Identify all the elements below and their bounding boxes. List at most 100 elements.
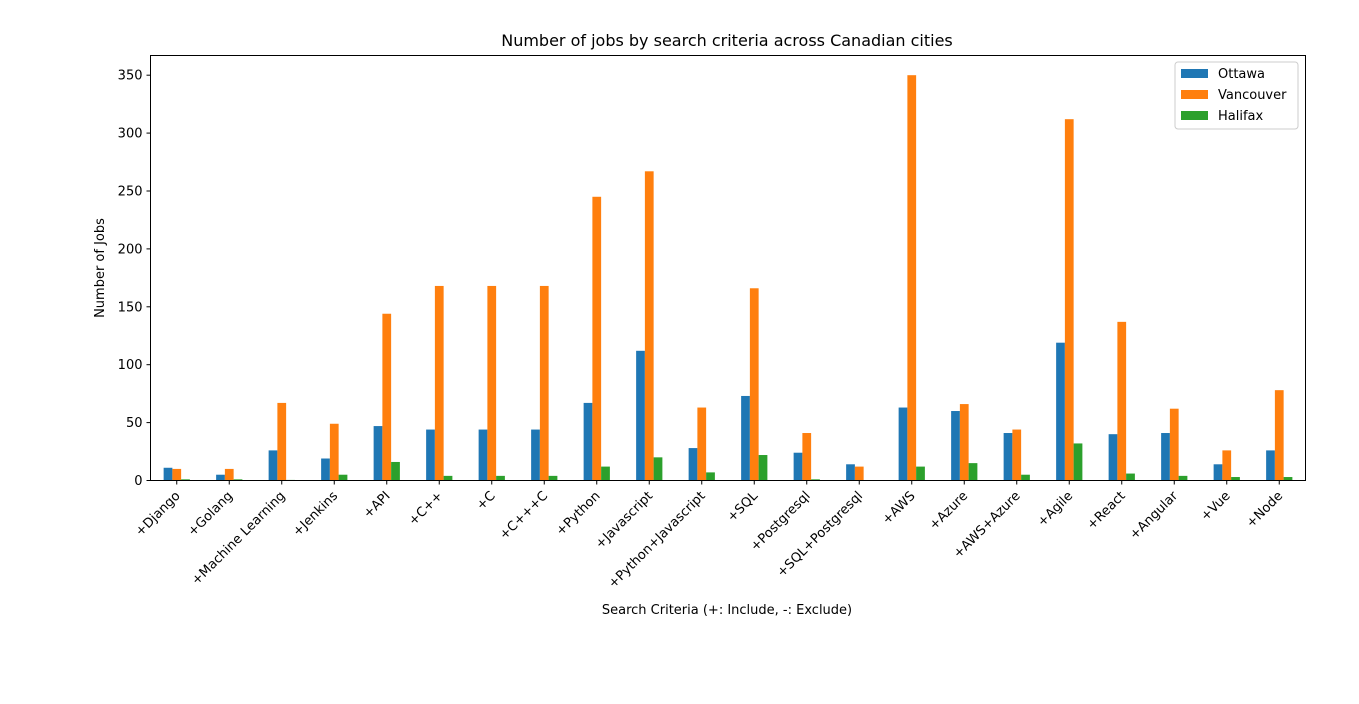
x-tick-label: +C++: [406, 489, 446, 529]
y-tick-label: 200: [118, 242, 143, 257]
x-tick-label: +Python+Javascript: [606, 489, 709, 592]
bar-vancouver-2: [277, 402, 287, 481]
legend-label-vancouver: Vancouver: [1218, 88, 1287, 103]
bar-vancouver-6: [487, 285, 497, 481]
x-tick-label: +C+++C: [497, 489, 551, 543]
bar-halifax-5: [443, 475, 453, 481]
bar-ottawa-16: [1003, 433, 1013, 481]
x-tick-label: +Django: [133, 489, 184, 540]
bar-ottawa-18: [1108, 434, 1118, 481]
x-tick-label: +Node: [1244, 489, 1286, 531]
legend: Ottawa Vancouver Halifax: [1174, 61, 1299, 130]
bar-vancouver-10: [697, 407, 707, 481]
plot-frame: [150, 55, 1306, 481]
bar-vancouver-21: [1274, 390, 1284, 481]
bar-ottawa-14: [898, 407, 908, 481]
bar-ottawa-4: [373, 426, 383, 481]
bar-ottawa-15: [951, 411, 960, 481]
bar-ottawa-11: [741, 395, 750, 481]
x-tick-label: +SQL: [725, 488, 762, 525]
y-tick-label: 350: [118, 69, 143, 84]
bar-ottawa-3: [321, 458, 330, 481]
bar-ottawa-1: [216, 474, 225, 481]
bar-halifax-19: [1178, 475, 1188, 481]
x-tick-label: +Python: [553, 489, 603, 539]
y-tick-label: 250: [118, 184, 143, 199]
y-axis-label: Number of Jobs: [93, 218, 108, 318]
bar-vancouver-17: [1064, 119, 1074, 481]
bar-vancouver-4: [382, 313, 392, 481]
bar-ottawa-8: [583, 402, 593, 481]
x-axis-ticks: +Django +Golang+Machine Learning +Jenkins +…: [133, 480, 1286, 592]
bar-ottawa-19: [1161, 433, 1170, 481]
x-tick-label: +Vue: [1198, 489, 1233, 524]
bar-vancouver-0: [172, 468, 182, 481]
bar-vancouver-15: [959, 404, 969, 481]
bar-vancouver-19: [1169, 408, 1179, 481]
x-tick-label: +Agile: [1035, 489, 1076, 530]
bar-halifax-8: [601, 466, 610, 481]
bar-halifax-20: [1231, 477, 1240, 481]
x-tick-label: +C: [474, 489, 499, 514]
bar-ottawa-10: [688, 448, 698, 481]
y-tick-label: 300: [118, 127, 143, 142]
bar-vancouver-16: [1012, 429, 1022, 481]
y-tick-label: 50: [126, 416, 143, 431]
bar-ottawa-20: [1213, 464, 1223, 481]
bar-halifax-17: [1073, 443, 1083, 481]
bar-ottawa-17: [1056, 342, 1065, 481]
y-tick-label: 0: [134, 474, 142, 489]
bar-halifax-21: [1283, 477, 1293, 481]
bar-ottawa-6: [478, 429, 488, 481]
x-tick-label: +Jenkins: [290, 489, 341, 540]
bar-vancouver-9: [644, 171, 654, 481]
bar-halifax-9: [653, 457, 663, 481]
bar-ottawa-5: [426, 429, 435, 481]
bar-halifax-7: [548, 475, 558, 481]
y-axis-ticks: 0 50 100 150 200 250 300 350: [118, 69, 151, 489]
x-tick-label: +AWS: [880, 489, 919, 528]
legend-label-halifax: Halifax: [1218, 109, 1264, 124]
bar-vancouver-18: [1117, 321, 1127, 481]
x-tick-label: +API: [361, 489, 394, 522]
bar-halifax-16: [1021, 474, 1030, 481]
bar-vancouver-20: [1222, 450, 1232, 481]
bar-vancouver-11: [749, 288, 759, 481]
bar-halifax-15: [968, 463, 978, 481]
bar-ottawa-7: [531, 429, 540, 481]
bar-vancouver-3: [329, 423, 339, 481]
bar-halifax-11: [758, 455, 768, 481]
bar-vancouver-1: [224, 468, 234, 481]
x-tick-label: +Machine Learning: [189, 489, 289, 589]
bar-vancouver-8: [592, 196, 602, 481]
bars-group: [163, 75, 1293, 481]
bar-ottawa-21: [1266, 450, 1275, 481]
x-tick-label: +React: [1084, 489, 1128, 533]
bar-halifax-3: [338, 474, 348, 481]
bar-vancouver-5: [434, 285, 444, 481]
bar-ottawa-12: [793, 452, 803, 481]
bar-vancouver-13: [854, 466, 864, 481]
bar-vancouver-14: [907, 75, 917, 481]
x-tick-label: +Azure: [927, 489, 971, 533]
legend-swatch-vancouver: [1181, 90, 1208, 99]
bar-halifax-1: [233, 479, 243, 481]
bar-halifax-12: [811, 479, 820, 481]
chart-title: Number of jobs by search criteria across…: [501, 31, 953, 50]
bar-halifax-6: [496, 475, 505, 481]
bar-ottawa-13: [846, 464, 855, 481]
bar-halifax-14: [916, 466, 925, 481]
bar-ottawa-2: [268, 450, 278, 481]
bar-ottawa-0: [163, 467, 173, 481]
y-tick-label: 100: [118, 358, 143, 373]
bar-vancouver-7: [539, 285, 549, 481]
legend-swatch-ottawa: [1181, 69, 1208, 78]
bar-halifax-0: [181, 479, 190, 481]
x-tick-label: +Angular: [1127, 488, 1182, 543]
bar-halifax-10: [706, 472, 715, 481]
bar-halifax-4: [391, 461, 400, 481]
bar-ottawa-9: [636, 350, 645, 481]
y-tick-label: 150: [118, 300, 143, 315]
bar-vancouver-12: [802, 433, 812, 481]
